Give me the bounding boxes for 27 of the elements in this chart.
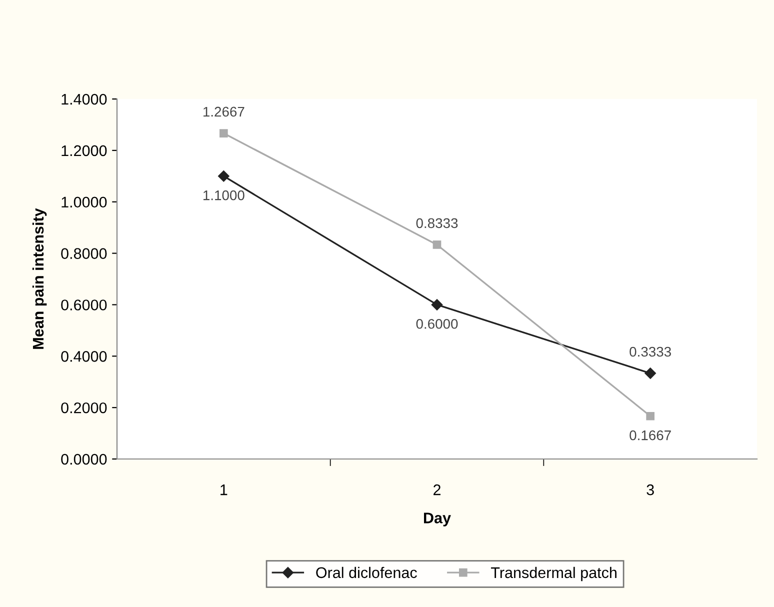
y-tick-label: 0.4000 bbox=[61, 351, 107, 362]
y-tick-label: 0.6000 bbox=[61, 300, 107, 310]
data-label: 0.1667 bbox=[630, 430, 671, 440]
point bbox=[220, 129, 228, 138]
y-tick-label: 1.0000 bbox=[62, 196, 107, 208]
data-label: 0.8333 bbox=[416, 218, 458, 228]
y-tick-label: 1.4000 bbox=[62, 94, 107, 105]
y-tick-label: 0.0000 bbox=[61, 454, 107, 465]
y-tick-label: 0.8000 bbox=[61, 248, 107, 259]
x-tick-label: 1 bbox=[220, 484, 228, 496]
x-tick-label: 2 bbox=[434, 484, 440, 496]
y-tick-label: 0.2000 bbox=[61, 402, 107, 414]
data-label: 0.3333 bbox=[630, 346, 671, 357]
legend-label: Oral diclofenac bbox=[316, 566, 417, 578]
y-tick-label: 1.2000 bbox=[62, 145, 107, 156]
legend-label: Transdermal patch bbox=[491, 566, 616, 582]
x-axis-title: Day bbox=[424, 512, 451, 526]
y-axis-title: Mean pain intensity bbox=[32, 208, 47, 349]
point bbox=[646, 412, 654, 420]
point bbox=[432, 240, 442, 249]
point bbox=[218, 170, 230, 182]
point bbox=[431, 299, 443, 310]
data-label: 1.2667 bbox=[203, 106, 244, 117]
x-tick-label: 3 bbox=[646, 484, 654, 496]
data-label: 1.1000 bbox=[203, 190, 244, 200]
point bbox=[644, 368, 656, 379]
data-label: 0.6000 bbox=[416, 318, 458, 329]
